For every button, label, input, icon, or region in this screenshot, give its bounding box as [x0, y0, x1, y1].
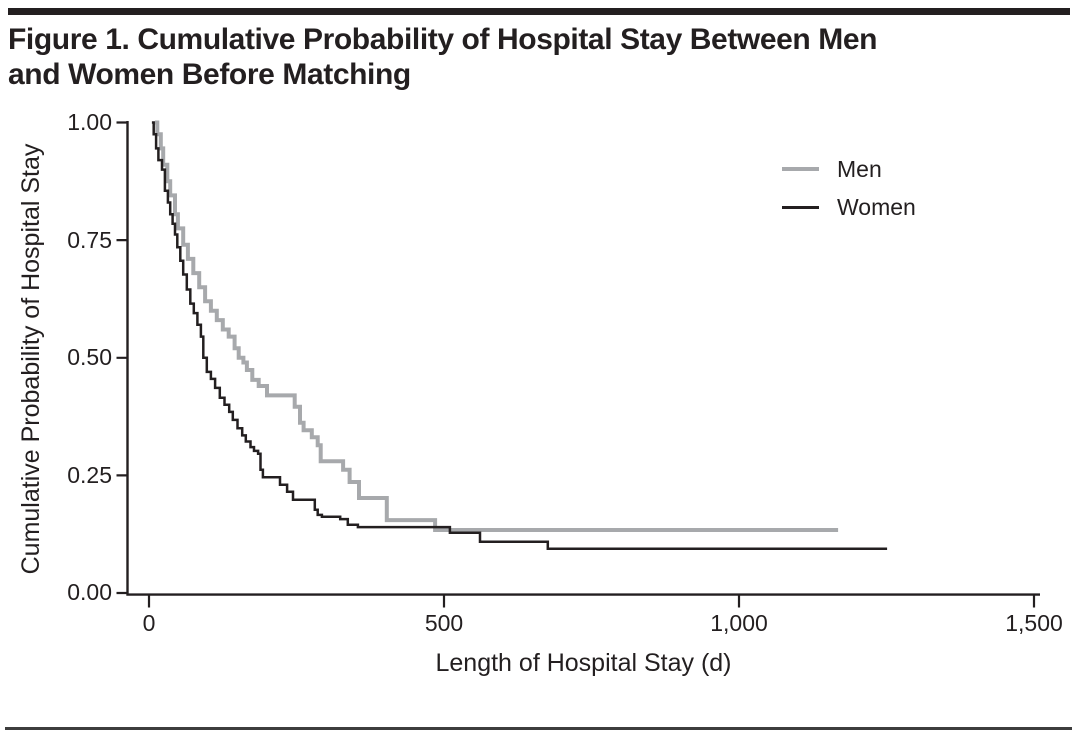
x-tick-label-1500: 1,500 [1005, 610, 1063, 636]
x-tick-label-500: 500 [424, 610, 464, 636]
legend-item-women: Women [782, 188, 916, 226]
bottom-rule [5, 727, 1072, 730]
figure-title-line-1: Figure 1. Cumulative Probability of Hosp… [8, 23, 878, 56]
top-rule [8, 8, 1070, 15]
women-survival-curve [151, 121, 888, 551]
legend-label-men: Men [837, 155, 882, 182]
legend: Men Women [782, 150, 916, 226]
legend-item-men: Men [782, 150, 916, 188]
x-tick-label-1000: 1,000 [710, 610, 768, 636]
y-tick-label-0.00: 0.00 [67, 579, 112, 605]
figure-title-line-2: and Women Before Matching [8, 58, 411, 91]
legend-label-women: Women [837, 193, 916, 220]
tick-marks [116, 121, 1036, 608]
y-tick-label-0.50: 0.50 [67, 344, 112, 370]
x-tick-label-0: 0 [142, 610, 156, 636]
figure-title: Figure 1. Cumulative Probability of Hosp… [8, 22, 1058, 92]
y-tick-label-0.75: 0.75 [67, 227, 112, 253]
men-survival-curve [154, 120, 839, 532]
women-line-swatch-icon [782, 205, 819, 209]
men-line-swatch-icon [782, 167, 819, 171]
y-tick-label-0.25: 0.25 [67, 462, 112, 488]
y-tick-label-1.00: 1.00 [67, 109, 112, 135]
x-axis-title: Length of Hospital Stay (d) [435, 649, 732, 677]
